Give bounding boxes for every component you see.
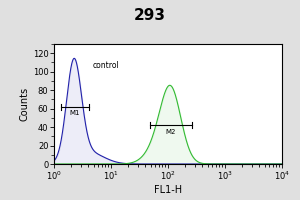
Y-axis label: Counts: Counts (20, 87, 30, 121)
Text: M2: M2 (166, 129, 176, 135)
X-axis label: FL1-H: FL1-H (154, 185, 182, 195)
Text: M1: M1 (70, 110, 80, 116)
Text: control: control (93, 61, 119, 70)
Text: 293: 293 (134, 8, 166, 23)
